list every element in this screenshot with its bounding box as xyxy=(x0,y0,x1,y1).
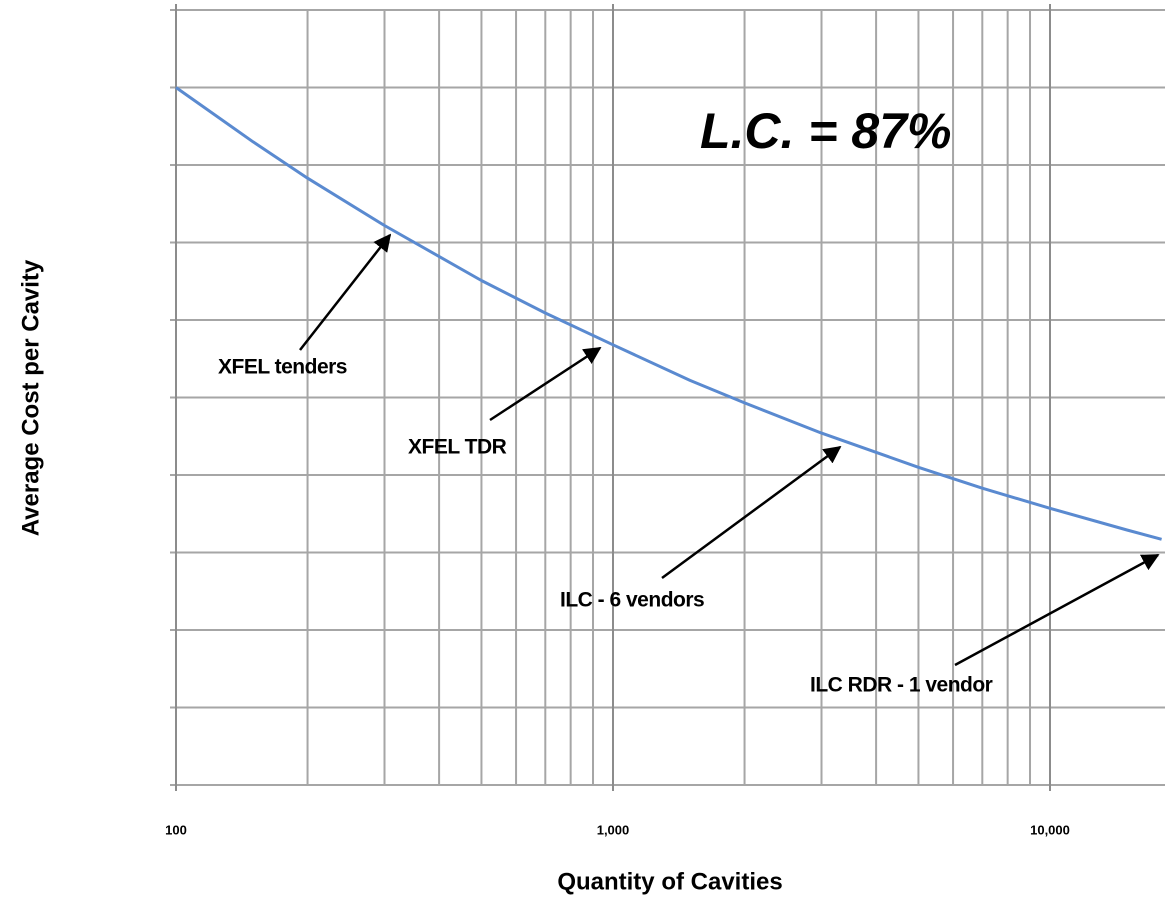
annotation-arrow xyxy=(299,233,392,351)
annotation: ILC - 6 vendors xyxy=(560,589,704,612)
annotation-arrow xyxy=(489,346,602,422)
x-tick-label: 100 xyxy=(165,822,187,837)
annotation: ILC RDR - 1 vendor xyxy=(810,674,993,697)
line-series xyxy=(175,86,1162,541)
annotation: L.C. = 87% xyxy=(700,103,952,159)
y-axis-label: Average Cost per Cavity xyxy=(17,259,44,536)
annotation: XFEL tenders xyxy=(218,356,347,379)
annotation-arrow xyxy=(661,445,842,580)
x-tick-label: 1,000 xyxy=(597,822,630,837)
annotation: XFEL TDR xyxy=(408,436,507,459)
annotation-arrow xyxy=(954,553,1160,667)
x-tick-label: 10,000 xyxy=(1030,822,1070,837)
x-axis-label: Quantity of Cavities xyxy=(557,868,782,895)
